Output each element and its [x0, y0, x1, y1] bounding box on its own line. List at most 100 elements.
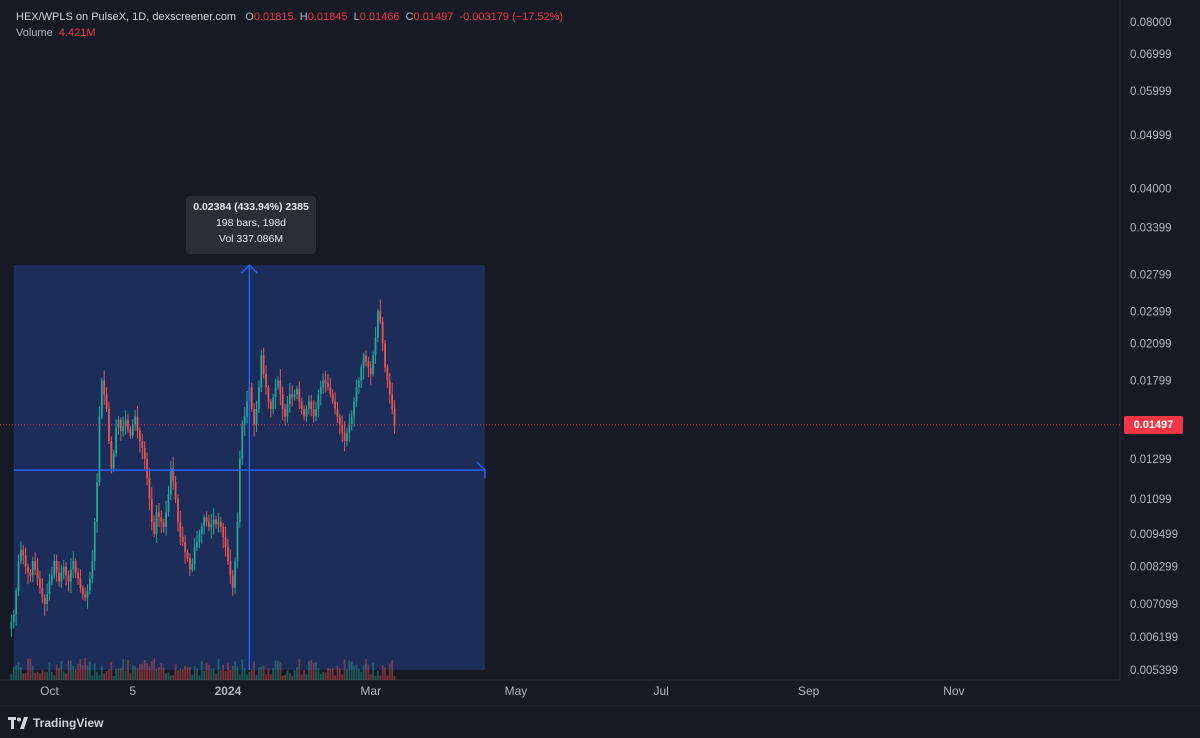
tradingview-branding[interactable]: TradingView — [8, 715, 103, 731]
volume-bar — [24, 672, 27, 680]
volume-bar — [353, 665, 355, 680]
candle-body — [307, 401, 310, 409]
volume-bar — [367, 664, 370, 680]
volume-bar — [343, 659, 346, 680]
candle-body — [317, 394, 320, 409]
candle-body — [143, 447, 146, 459]
volume-bar — [181, 669, 184, 680]
volume-bar — [115, 668, 117, 680]
volume-bar — [112, 675, 115, 680]
candle-body — [241, 424, 244, 459]
candle-body — [212, 519, 215, 525]
volume-bar — [319, 674, 322, 680]
candle-body — [124, 419, 127, 426]
x-axis[interactable]: Oct 5 2024 Mar May Jul Sep Nov — [40, 684, 964, 698]
candle-body — [205, 517, 208, 522]
candle-body — [103, 380, 106, 395]
volume-bar — [105, 670, 108, 680]
volume-bar — [89, 661, 91, 680]
candle-body — [193, 547, 196, 564]
candle-body — [312, 408, 315, 417]
volume-bar — [108, 669, 110, 680]
candle-body — [238, 458, 241, 522]
volume-bar — [350, 661, 353, 680]
candle-body — [36, 569, 39, 579]
volume-bar — [307, 661, 310, 680]
legend-high-label: H — [299, 11, 308, 23]
candle-body — [162, 521, 165, 527]
y-tick-label: 0.08000 — [1130, 17, 1172, 29]
volume-bar — [255, 675, 258, 680]
volume-bar — [198, 675, 201, 680]
candle-body — [324, 380, 327, 384]
candle-body — [381, 321, 384, 344]
candle-body — [77, 572, 79, 579]
candle-body — [303, 408, 306, 417]
volume-bar — [365, 658, 367, 680]
candle-body — [350, 416, 353, 425]
y-tick-label: 0.04000 — [1130, 184, 1172, 196]
volume-bar — [155, 668, 158, 680]
candle-body — [134, 416, 137, 425]
candle-body — [353, 401, 355, 417]
volume-bar — [134, 666, 137, 680]
y-tick-label: 0.02099 — [1130, 339, 1172, 351]
volume-bar — [236, 666, 239, 680]
volume-bar — [158, 666, 160, 680]
candle-body — [58, 572, 60, 582]
legend-high-value: 0.01845 — [307, 11, 348, 23]
volume-bar — [143, 660, 146, 680]
measure-tooltip: 0.02384 (433.94%) 2385 198 bars, 198d Vo… — [186, 196, 316, 254]
volume-bar — [241, 659, 244, 680]
candle-body — [229, 560, 232, 576]
candle-body — [234, 560, 236, 588]
candle-body — [367, 361, 370, 368]
volume-bar — [93, 663, 96, 680]
y-axis[interactable]: 0.08000 0.06999 0.05999 0.04999 0.04000 0.033… — [1130, 17, 1178, 677]
volume-bar — [248, 671, 251, 680]
x-tick-label: Mar — [360, 684, 381, 698]
candle-body — [272, 397, 275, 409]
x-tick-label: Nov — [943, 684, 964, 698]
candle-body — [274, 387, 277, 398]
y-tick-label: 0.01099 — [1130, 494, 1172, 506]
candle-body — [346, 432, 348, 441]
candle-body — [334, 401, 336, 409]
volume-bar — [379, 675, 382, 680]
legend-symbol[interactable]: HEX/WPLS on PulseX, 1D, dexscreener.com — [16, 11, 237, 23]
candle-body — [150, 498, 153, 522]
volume-bar — [265, 674, 267, 680]
volume-bar — [369, 674, 372, 680]
volume-bar — [39, 673, 41, 680]
candle-body — [177, 498, 179, 522]
volume-bar — [98, 675, 101, 680]
candle-body — [255, 408, 258, 425]
candle-body — [117, 419, 120, 428]
volume-bar — [279, 662, 282, 680]
volume-bar — [81, 665, 84, 680]
volume-bar — [177, 670, 179, 680]
candle-body — [96, 482, 98, 522]
volume-bar — [103, 673, 106, 680]
candle-body — [391, 394, 394, 409]
volume-bar — [281, 675, 284, 680]
candle-body — [27, 566, 29, 573]
candle-body — [146, 458, 148, 479]
volume-bar — [188, 666, 191, 680]
candle-body — [300, 401, 303, 409]
candle-body — [139, 430, 141, 441]
measure-volume: Vol 337.086M — [218, 233, 284, 245]
tradingview-brand-text: TradingView — [33, 716, 104, 730]
candle-body — [86, 590, 89, 598]
volume-bar — [336, 666, 339, 680]
volume-bar — [277, 660, 279, 680]
candle-body — [357, 380, 360, 388]
volume-bar — [212, 668, 215, 680]
volume-bar — [72, 666, 75, 680]
candle-body — [10, 621, 13, 630]
volume-bar — [131, 665, 134, 680]
volume-bar — [338, 668, 341, 680]
candle-body — [365, 355, 367, 362]
